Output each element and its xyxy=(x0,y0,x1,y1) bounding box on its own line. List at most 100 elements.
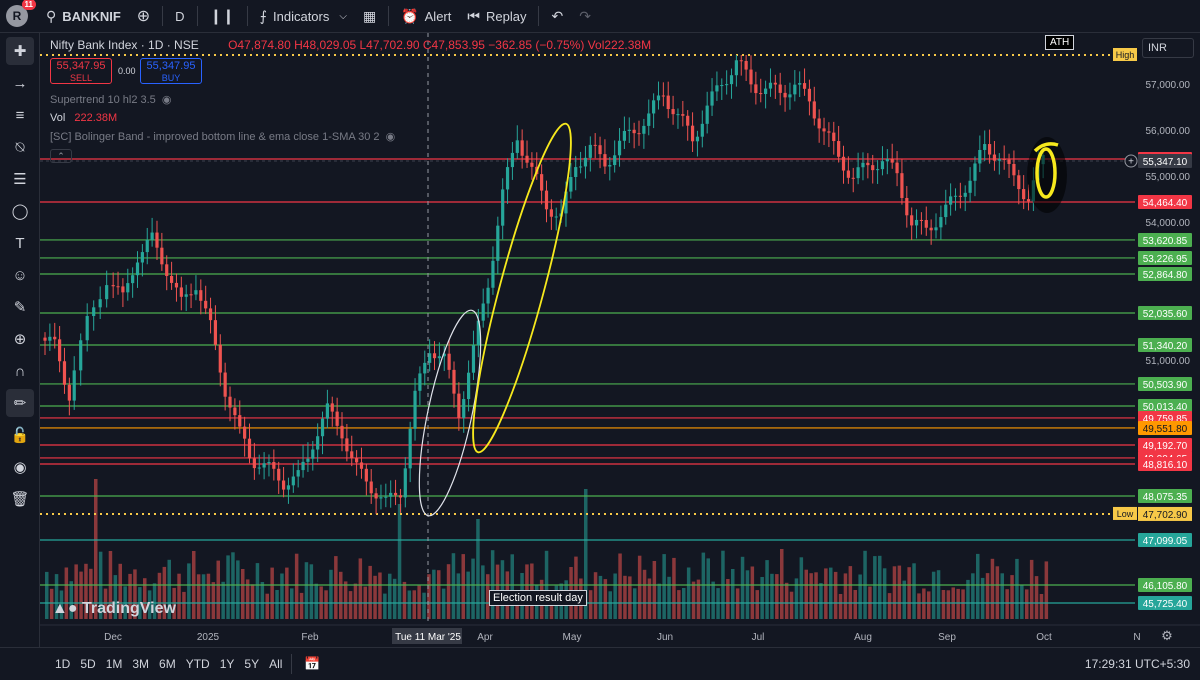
candle-body xyxy=(710,91,714,106)
eye-off-icon[interactable]: ◉ xyxy=(385,131,396,143)
symbol-search-button[interactable]: ⚲ BANKNIF xyxy=(38,0,129,33)
candle-body xyxy=(286,485,291,490)
buy-button[interactable]: 55,347.95 BUY xyxy=(140,58,202,84)
drawing-ellipse[interactable] xyxy=(407,306,494,521)
volume-bar xyxy=(373,575,377,619)
replay-button[interactable]: ⏮ Replay xyxy=(459,0,534,33)
lock-tool[interactable]: 🔓 xyxy=(6,421,34,449)
price-chart[interactable]: 55,390.2055,347.1054,464.4053,620.8553,2… xyxy=(40,33,1200,647)
prediction-tool[interactable]: ☰ xyxy=(6,165,34,193)
timeframe-6m[interactable]: 6M xyxy=(159,657,176,671)
timeframe-all[interactable]: All xyxy=(269,657,283,671)
candle-body xyxy=(262,463,266,468)
volume-bar xyxy=(69,581,73,619)
candle-body xyxy=(67,384,71,401)
crosshair-tool[interactable]: ✚ xyxy=(6,37,34,65)
timeframe-ytd[interactable]: YTD xyxy=(185,657,210,671)
candle-body xyxy=(1022,189,1026,200)
redo-button[interactable]: ↷ xyxy=(571,0,599,33)
eye-off-icon[interactable]: ◉ xyxy=(161,94,172,106)
candle-body xyxy=(233,407,237,416)
crosshair-time-tag xyxy=(392,628,462,644)
level-tag xyxy=(1138,577,1192,592)
undo-button[interactable]: ↶ xyxy=(543,0,571,33)
volume-bar xyxy=(201,574,206,619)
volume-bar xyxy=(84,563,88,619)
volume-bar xyxy=(819,583,823,619)
level-tag xyxy=(1138,456,1192,471)
candle-body xyxy=(267,462,271,464)
level-label: 52,035.60 xyxy=(1143,309,1188,320)
avatar[interactable]: R 11 xyxy=(6,0,36,27)
symbol-title[interactable]: Nifty Bank Index · 1D · NSE xyxy=(50,38,199,52)
chart-area[interactable]: 55,390.2055,347.1054,464.4053,620.8553,2… xyxy=(40,33,1200,647)
drawing-stroke[interactable] xyxy=(1033,142,1059,153)
candle-body xyxy=(359,462,364,469)
compare-button[interactable]: ⊕ xyxy=(129,0,158,33)
candle-body xyxy=(729,75,734,85)
level-label: 50,013.40 xyxy=(1143,402,1188,413)
volume-bar xyxy=(118,563,122,619)
volume-bar xyxy=(236,560,240,619)
text-tool[interactable]: T xyxy=(6,229,34,257)
measure-tool[interactable]: ✎ xyxy=(6,293,34,321)
pattern-tool[interactable]: ⍉ xyxy=(6,133,34,161)
volume-bar xyxy=(1020,584,1024,619)
sell-button[interactable]: 55,347.95 SELL xyxy=(50,58,112,84)
indicators-button[interactable]: ⨍ Indicators ⌵ xyxy=(252,0,355,33)
zoom-tool[interactable]: ⊕ xyxy=(6,325,34,353)
hide-tool[interactable]: ◉ xyxy=(6,453,34,481)
candle-body xyxy=(1007,159,1011,164)
icons-tool[interactable]: ☺ xyxy=(6,261,34,289)
alert-button[interactable]: ⏰ Alert xyxy=(393,0,459,33)
timeframe-3m[interactable]: 3M xyxy=(132,657,150,671)
candle-body xyxy=(632,129,636,134)
timeframe-1d[interactable]: 1D xyxy=(55,657,71,671)
add-alert-icon[interactable] xyxy=(1124,154,1138,168)
timeframe-1y[interactable]: 1Y xyxy=(219,657,235,671)
shapes-tool[interactable]: ◯ xyxy=(6,197,34,225)
gear-icon[interactable]: ⚙ xyxy=(1161,628,1173,643)
volume-bar xyxy=(128,573,132,619)
layouts-button[interactable]: ▦ xyxy=(355,0,384,33)
candle-body xyxy=(744,60,748,70)
drawing-ellipse[interactable] xyxy=(457,118,587,458)
candle-body xyxy=(549,209,553,217)
level-label: 50,503.90 xyxy=(1143,380,1188,391)
keep-drawing-tool[interactable]: ✏ xyxy=(6,389,34,417)
volume-bar xyxy=(833,571,838,619)
volume-bar xyxy=(1000,573,1004,619)
volume-bar xyxy=(647,578,652,619)
volume-legend[interactable]: Vol 222.38M xyxy=(50,112,117,124)
level-label: 54,464.40 xyxy=(1143,198,1188,209)
candle-body xyxy=(798,83,802,85)
candle-body xyxy=(593,144,597,146)
timeframe-5d[interactable]: 5D xyxy=(80,657,96,671)
candle-body xyxy=(578,166,583,168)
vol-value: 222.38M xyxy=(74,112,118,124)
drawing-circle[interactable] xyxy=(1035,147,1057,199)
candle-body xyxy=(793,84,797,95)
magnet-tool[interactable]: ∩ xyxy=(6,357,34,385)
timeframe-1m[interactable]: 1M xyxy=(105,657,123,671)
collapse-legend-button[interactable]: ⌃ xyxy=(50,149,72,163)
volume-bar xyxy=(775,574,779,619)
candle-body xyxy=(802,83,807,89)
trendline-tool[interactable]: → xyxy=(6,69,34,97)
candle-body xyxy=(105,285,109,300)
remove-tool[interactable]: 🗑 xyxy=(6,485,34,513)
supertrend-legend[interactable]: Supertrend 10 hl2 3.5 ◉ xyxy=(50,93,171,106)
timeframe-5y[interactable]: 5Y xyxy=(244,657,260,671)
candle-body xyxy=(934,227,938,231)
date-range-button[interactable]: 📅 xyxy=(296,648,328,680)
volume-bar xyxy=(789,591,794,619)
candle-body xyxy=(320,418,325,437)
chart-type-button[interactable]: ❙❙ xyxy=(202,0,243,33)
bollinger-legend[interactable]: [SC] Bolinger Band - improved bottom lin… xyxy=(50,130,395,143)
fib-tool[interactable]: ≡ xyxy=(6,101,34,129)
currency-selector[interactable]: INR xyxy=(1142,38,1194,58)
candle-body xyxy=(345,438,349,452)
volume-bar xyxy=(260,582,265,619)
interval-button[interactable]: D xyxy=(167,0,192,33)
candle-body xyxy=(355,458,359,463)
